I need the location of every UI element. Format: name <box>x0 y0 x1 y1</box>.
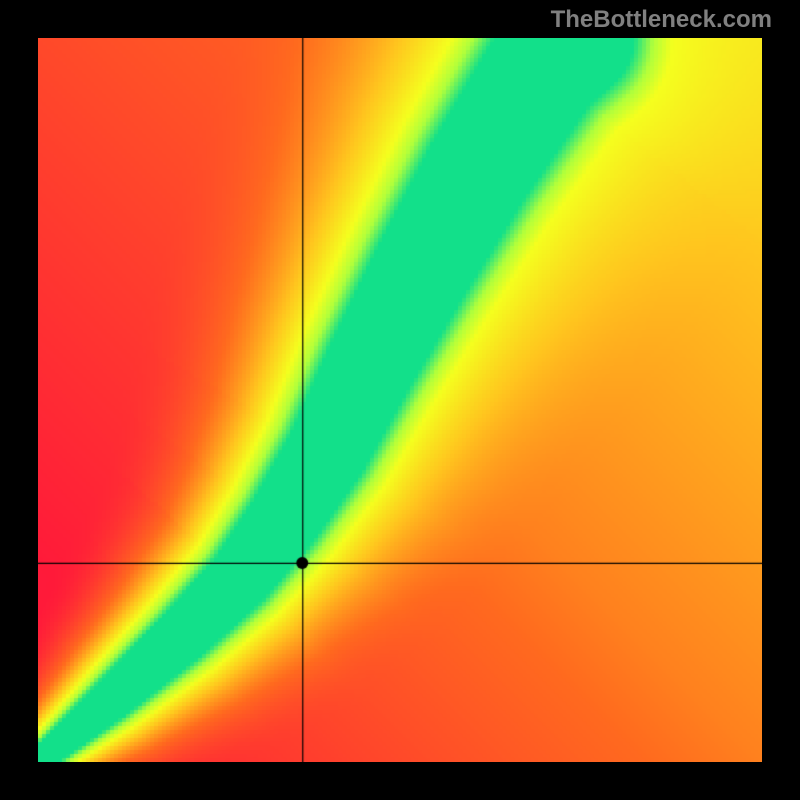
attribution-text: TheBottleneck.com <box>551 6 772 34</box>
chart-container: { "attribution": "TheBottleneck.com", "a… <box>0 0 800 800</box>
bottleneck-heatmap <box>38 38 762 762</box>
